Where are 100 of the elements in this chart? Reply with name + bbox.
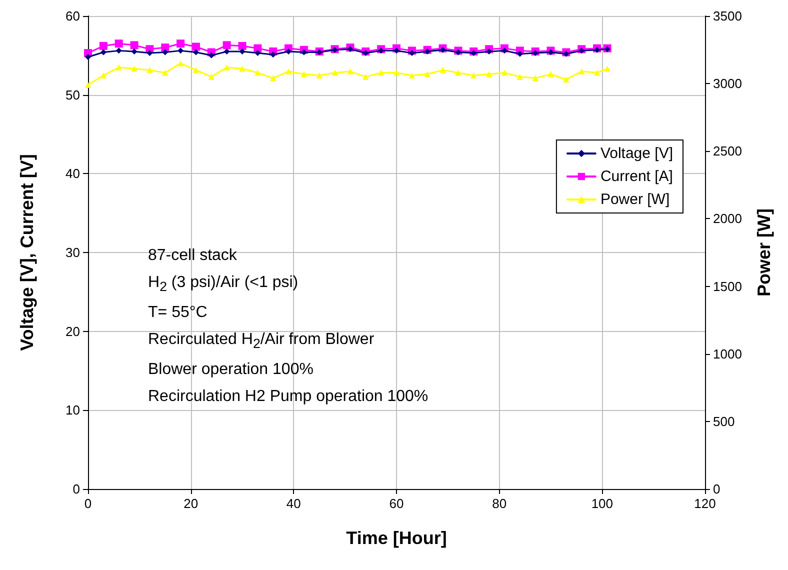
point (455, 70, 462, 76)
point (548, 49, 554, 56)
legend-label: Voltage [V] (600, 145, 674, 162)
point (470, 72, 477, 78)
annotation: Recirculation H2 Pump operation 100% (148, 386, 428, 407)
y-tick-label: 40 (66, 166, 80, 182)
y-axis-title: Voltage [V], Current [V] (17, 154, 37, 351)
point (362, 74, 369, 80)
point (131, 66, 138, 72)
point (146, 50, 153, 56)
point (116, 48, 122, 54)
point (176, 40, 185, 48)
point (99, 42, 108, 50)
point (222, 41, 231, 50)
point (501, 70, 508, 76)
legend-label: Power [W] (600, 191, 670, 208)
point (440, 46, 446, 53)
point (532, 75, 538, 82)
y2-tick-label: 2500 (713, 144, 742, 159)
annotation: Blower operation 100% (148, 360, 314, 380)
point (178, 48, 184, 54)
point (178, 60, 184, 66)
point (424, 48, 430, 54)
point (332, 70, 338, 76)
point (578, 48, 585, 54)
point (470, 50, 477, 56)
y-tick-label: 30 (66, 245, 80, 260)
point (604, 66, 610, 72)
point (316, 72, 322, 78)
point (424, 71, 430, 78)
point (192, 49, 199, 56)
x-axis-title: Time [Hour] (346, 528, 447, 548)
point (548, 71, 554, 78)
point (455, 49, 462, 56)
point (100, 72, 106, 78)
y2-tick-label: 3000 (713, 76, 742, 92)
point (114, 40, 123, 48)
annotation: 87-cell stack (148, 246, 238, 266)
point (516, 50, 523, 57)
point (394, 70, 400, 76)
point (347, 68, 354, 74)
point (286, 68, 292, 74)
point (208, 74, 214, 80)
point (131, 48, 138, 54)
point (300, 71, 307, 78)
point (161, 44, 170, 52)
y-tick-label: 10 (66, 402, 80, 418)
legend-label: Current [A] (600, 168, 673, 185)
x-tick-label: 0 (84, 496, 92, 511)
point (192, 42, 200, 51)
point (408, 50, 415, 56)
point (362, 50, 369, 56)
point (486, 71, 492, 78)
x-tick-label: 100 (591, 496, 614, 511)
point (238, 42, 246, 50)
annotation: Recirculated H$_{2}$/Air from Blower (148, 330, 376, 353)
annotation: T= 55°C (148, 303, 208, 324)
point (501, 48, 508, 54)
point (563, 50, 570, 57)
x-tick-label: 120 (694, 496, 716, 511)
point (254, 70, 261, 76)
point (100, 49, 106, 56)
point (516, 74, 523, 80)
point (408, 72, 415, 78)
point (394, 48, 400, 54)
point (239, 48, 246, 54)
point (347, 46, 354, 52)
point (130, 41, 138, 50)
x-tick-label: 60 (389, 496, 404, 511)
point (146, 67, 153, 74)
point (532, 50, 538, 56)
point (378, 70, 384, 76)
y-tick-label: 0 (72, 482, 80, 496)
y2-tick-label: 3500 (713, 8, 742, 24)
point (192, 67, 199, 74)
point (239, 66, 246, 72)
y2-axis-title: Power [W] (754, 208, 774, 296)
point (162, 70, 168, 76)
point (270, 52, 276, 58)
point (578, 68, 585, 74)
point (270, 75, 276, 82)
y2-tick-label: 0 (713, 482, 720, 496)
y2-tick-label: 2000 (713, 211, 742, 226)
y-tick-label: 60 (66, 8, 80, 24)
point (254, 50, 261, 56)
y-tick-label: 50 (66, 87, 80, 102)
point (162, 49, 168, 56)
point (563, 76, 570, 83)
annotation: H$_{2}$ (3 psi)/Air (<1 psi) (148, 272, 300, 296)
point (594, 46, 600, 53)
x-tick-label: 20 (184, 496, 198, 511)
x-tick-label: 40 (286, 496, 301, 511)
point (224, 64, 230, 70)
point (116, 64, 122, 70)
point (85, 82, 91, 88)
point (224, 48, 230, 54)
x-tick-label: 80 (492, 496, 507, 511)
point (594, 70, 600, 76)
y2-tick-label: 500 (713, 414, 735, 429)
point (440, 67, 446, 74)
